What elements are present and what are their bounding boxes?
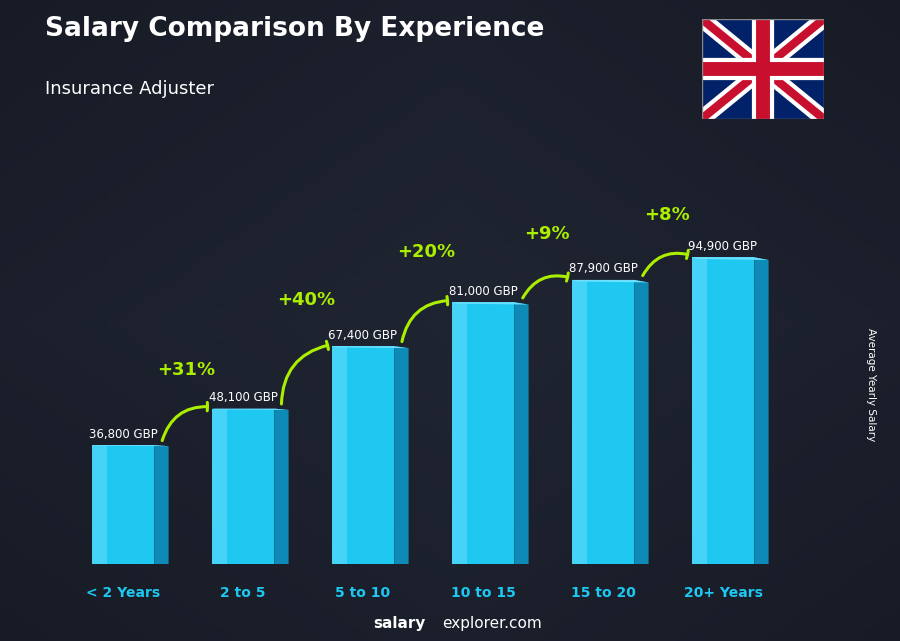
Text: Average Yearly Salary: Average Yearly Salary [866,328,877,441]
Bar [692,257,754,564]
Bar [92,445,154,564]
Bar [332,346,347,564]
Bar [692,257,707,564]
Text: +20%: +20% [398,244,455,262]
Text: 48,100 GBP: 48,100 GBP [209,391,277,404]
Polygon shape [692,257,769,260]
Polygon shape [514,302,528,564]
Text: +31%: +31% [158,361,216,379]
Text: 5 to 10: 5 to 10 [336,587,391,601]
Text: 81,000 GBP: 81,000 GBP [448,285,518,298]
Text: 87,900 GBP: 87,900 GBP [569,262,637,276]
Polygon shape [274,408,289,564]
Text: 94,900 GBP: 94,900 GBP [688,240,758,253]
Polygon shape [332,346,409,348]
Text: salary: salary [374,617,426,631]
Text: 20+ Years: 20+ Years [684,587,762,601]
Bar [452,302,467,564]
Polygon shape [452,302,528,304]
Bar [572,280,588,564]
Bar [452,302,514,564]
Text: 15 to 20: 15 to 20 [571,587,635,601]
Polygon shape [634,280,649,564]
Bar [212,408,228,564]
Text: explorer.com: explorer.com [442,617,542,631]
Text: +40%: +40% [277,291,336,309]
Bar [572,280,634,564]
Text: +9%: +9% [524,225,570,243]
Text: 36,800 GBP: 36,800 GBP [88,428,158,440]
Polygon shape [754,257,769,564]
Polygon shape [92,445,168,446]
Polygon shape [212,408,289,410]
Bar [212,408,274,564]
Bar [92,445,107,564]
Bar [332,346,394,564]
Text: 2 to 5: 2 to 5 [220,587,266,601]
Text: Insurance Adjuster: Insurance Adjuster [45,80,214,98]
Text: 10 to 15: 10 to 15 [451,587,516,601]
Text: Salary Comparison By Experience: Salary Comparison By Experience [45,16,544,42]
Text: < 2 Years: < 2 Years [86,587,160,601]
Polygon shape [394,346,409,564]
Text: +8%: +8% [644,206,689,224]
Polygon shape [572,280,649,283]
Polygon shape [154,445,168,564]
Text: 67,400 GBP: 67,400 GBP [328,329,398,342]
